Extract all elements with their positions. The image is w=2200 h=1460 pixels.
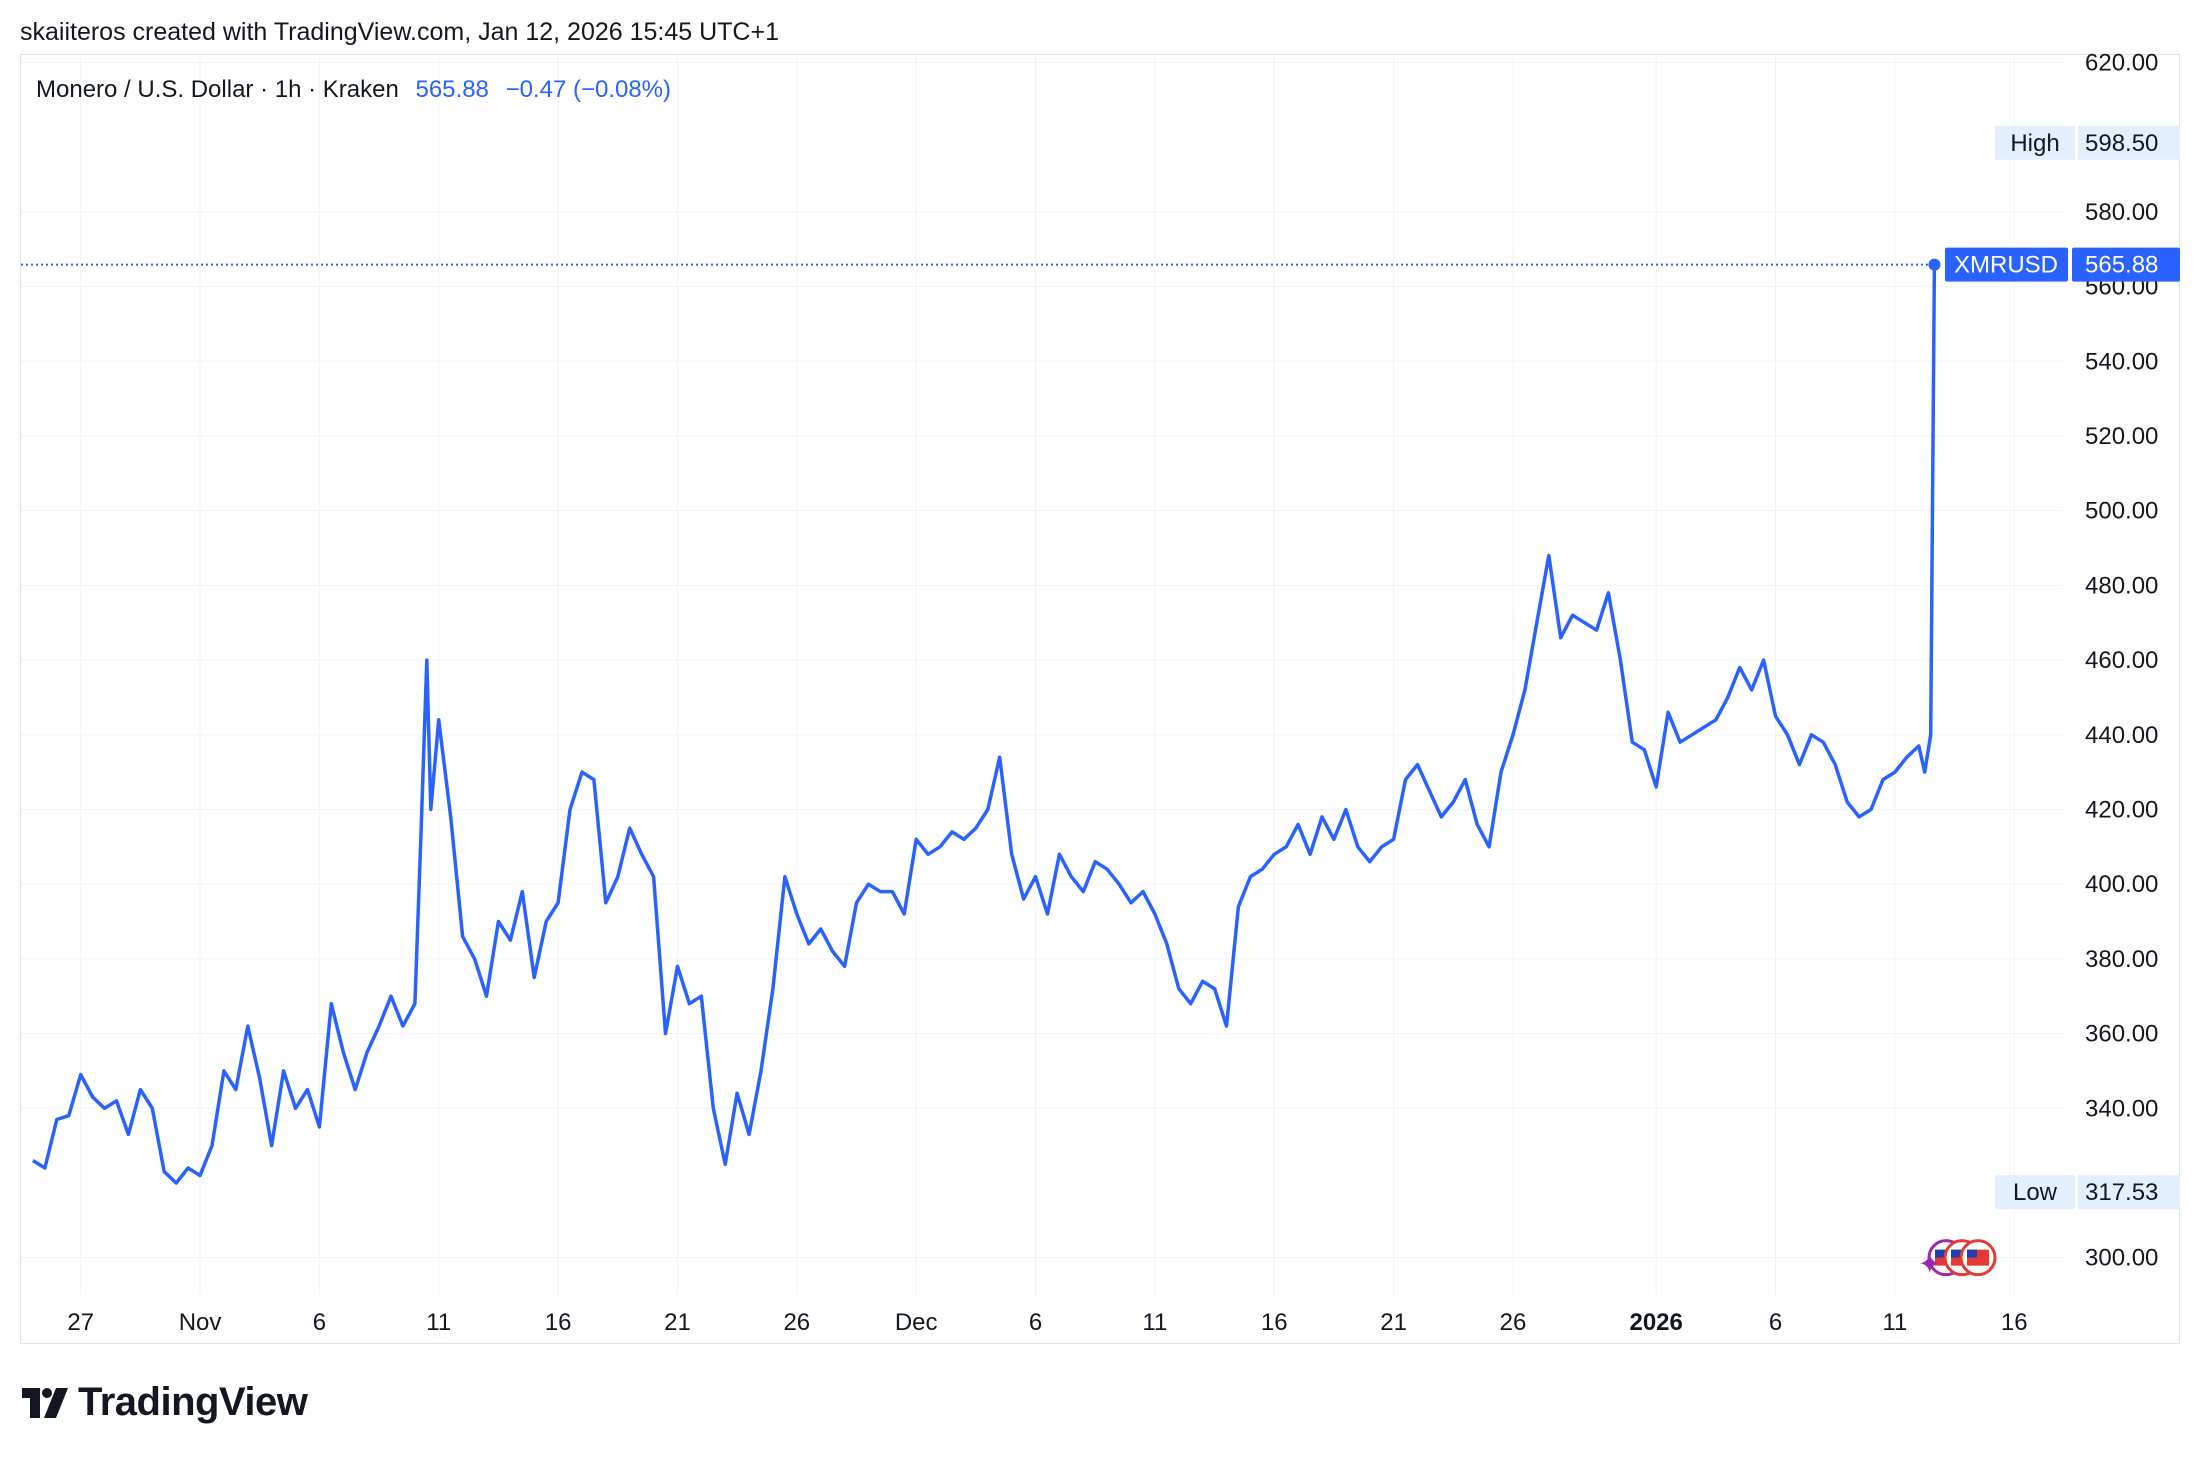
y-tick-label: 460.00 xyxy=(2085,647,2158,674)
x-tick-label: 16 xyxy=(1261,1309,1288,1336)
high-value: 598.50 xyxy=(2085,130,2158,157)
tradingview-brand-name: TradingView xyxy=(78,1380,308,1424)
symbol-tag-bg xyxy=(1945,247,2068,282)
tradingview-brand[interactable]: TradingView xyxy=(22,1380,308,1425)
chart-frame xyxy=(20,54,2180,1344)
x-tick-label: 2026 xyxy=(1629,1309,1682,1336)
high-label-bg xyxy=(1995,125,2075,160)
low-value-bg xyxy=(2078,1175,2180,1210)
y-tick-label: 500.00 xyxy=(2085,498,2158,525)
x-tick-label: 27 xyxy=(67,1309,94,1336)
y-tick-label: 400.00 xyxy=(2085,871,2158,898)
x-tick-label: 26 xyxy=(783,1309,810,1336)
y-tick-label: 540.00 xyxy=(2085,348,2158,375)
x-tick-label: 6 xyxy=(1769,1309,1782,1336)
x-tick-label: 16 xyxy=(2001,1309,2028,1336)
y-tick-label: 620.00 xyxy=(2085,49,2158,76)
x-tick-label: Nov xyxy=(179,1309,222,1336)
price-series-line xyxy=(31,264,1937,1185)
y-tick-label: 340.00 xyxy=(2085,1095,2158,1122)
x-tick-label: 11 xyxy=(1142,1309,1167,1336)
legend-symbol: Monero / U.S. Dollar · 1h · Kraken xyxy=(36,76,399,103)
y-tick-label: 380.00 xyxy=(2085,946,2158,973)
chart-caption: skaiiteros created with TradingView.com,… xyxy=(20,18,779,46)
last-price-tag-value: 565.88 xyxy=(2085,252,2158,279)
sparkle-icon: ✦ xyxy=(1918,1249,1941,1280)
y-tick-label: 360.00 xyxy=(2085,1021,2158,1048)
x-tick-label: 11 xyxy=(426,1309,451,1336)
tradingview-logo-icon xyxy=(22,1387,68,1418)
low-label: Low xyxy=(2013,1179,2058,1206)
last-price-dot xyxy=(1928,258,1941,271)
x-tick-label: 26 xyxy=(1500,1309,1527,1336)
legend-price: 565.88 xyxy=(415,76,489,103)
y-tick-label: 300.00 xyxy=(2085,1245,2158,1272)
x-tick-label: Dec xyxy=(895,1309,938,1336)
x-tick-label: 21 xyxy=(1380,1309,1407,1336)
low-value: 317.53 xyxy=(2085,1179,2158,1206)
symbol-tag-label: XMRUSD xyxy=(1954,252,2058,279)
last-price-tag-bg xyxy=(2072,247,2180,282)
x-tick-label: 11 xyxy=(1882,1309,1907,1336)
flag-canton xyxy=(1967,1249,1977,1258)
flag-canton xyxy=(1935,1249,1945,1258)
x-tick-label: 6 xyxy=(1029,1309,1042,1336)
flag-canton xyxy=(1951,1249,1961,1258)
y-tick-label: 520.00 xyxy=(2085,423,2158,450)
legend-change: −0.47 (−0.08%) xyxy=(505,76,672,103)
y-tick-label: 480.00 xyxy=(2085,572,2158,599)
x-tick-label: 16 xyxy=(545,1309,572,1336)
x-tick-label: 6 xyxy=(313,1309,326,1336)
y-tick-label: 420.00 xyxy=(2085,796,2158,823)
x-tick-label: 21 xyxy=(664,1309,691,1336)
y-tick-label: 440.00 xyxy=(2085,722,2158,749)
low-label-bg xyxy=(1995,1175,2075,1210)
y-tick-label: 580.00 xyxy=(2085,199,2158,226)
high-label: High xyxy=(2010,130,2059,157)
chart-legend: Monero / U.S. Dollar · 1h · Kraken 565.8… xyxy=(36,76,671,104)
high-value-bg xyxy=(2078,125,2180,160)
